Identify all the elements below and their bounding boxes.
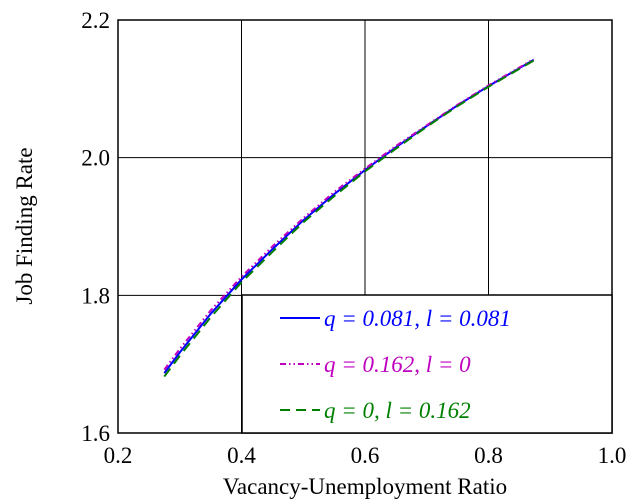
- legend-label: q = 0.162, l = 0: [324, 352, 471, 377]
- y-axis-label: Job Finding Rate: [12, 147, 37, 304]
- legend-label: q = 0.081, l = 0.081: [324, 306, 511, 331]
- series-line: [163, 58, 535, 371]
- x-tick-label: 0.6: [351, 443, 380, 468]
- x-tick-label: 1.0: [598, 443, 627, 468]
- y-tick-label: 2.2: [81, 8, 110, 33]
- x-tick-label: 0.4: [227, 443, 256, 468]
- y-tick-label: 1.6: [81, 421, 110, 446]
- series-line: [163, 59, 535, 378]
- x-tick-label: 0.8: [474, 443, 503, 468]
- legend-label: q = 0, l = 0.162: [324, 398, 471, 423]
- y-tick-label: 1.8: [81, 283, 110, 308]
- x-axis-label: Vacancy-Unemployment Ratio: [223, 474, 507, 499]
- legend: q = 0.081, l = 0.081 q = 0.162, l = 0 q = …: [241, 294, 613, 434]
- x-tick-label: 0.2: [104, 443, 133, 468]
- y-tick-label: 2.0: [81, 146, 110, 171]
